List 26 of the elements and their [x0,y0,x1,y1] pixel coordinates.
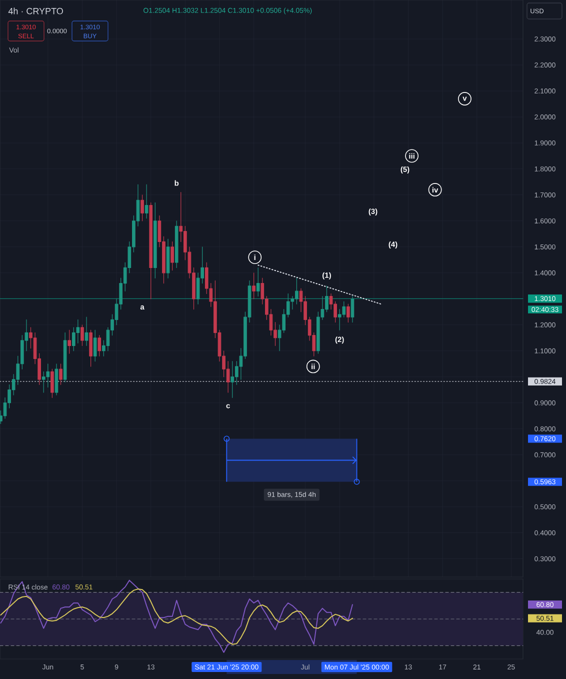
text: 4h · CRYPTO [8,8,63,14]
candlestick [93,330,97,362]
candlestick [98,334,102,356]
candlestick [63,332,67,382]
candlestick [174,220,178,268]
candlestick [140,194,144,222]
candlestick [230,360,234,398]
candlestick [68,330,72,354]
candlestick [256,267,260,297]
candlestick [84,316,88,346]
candlestick [80,324,84,346]
candlestick [59,364,62,385]
point [248,250,262,264]
candlestick [54,364,58,396]
candlestick [50,368,54,398]
candlestick [89,330,92,367]
candlestick [350,296,354,323]
candlestick [166,238,170,278]
candlestick [149,202,153,300]
point [354,478,360,485]
point [224,436,230,442]
candlestick [170,241,174,271]
candlestick [346,304,350,323]
candlestick [252,272,256,300]
candlestick [144,184,148,219]
candlestick [153,202,157,278]
